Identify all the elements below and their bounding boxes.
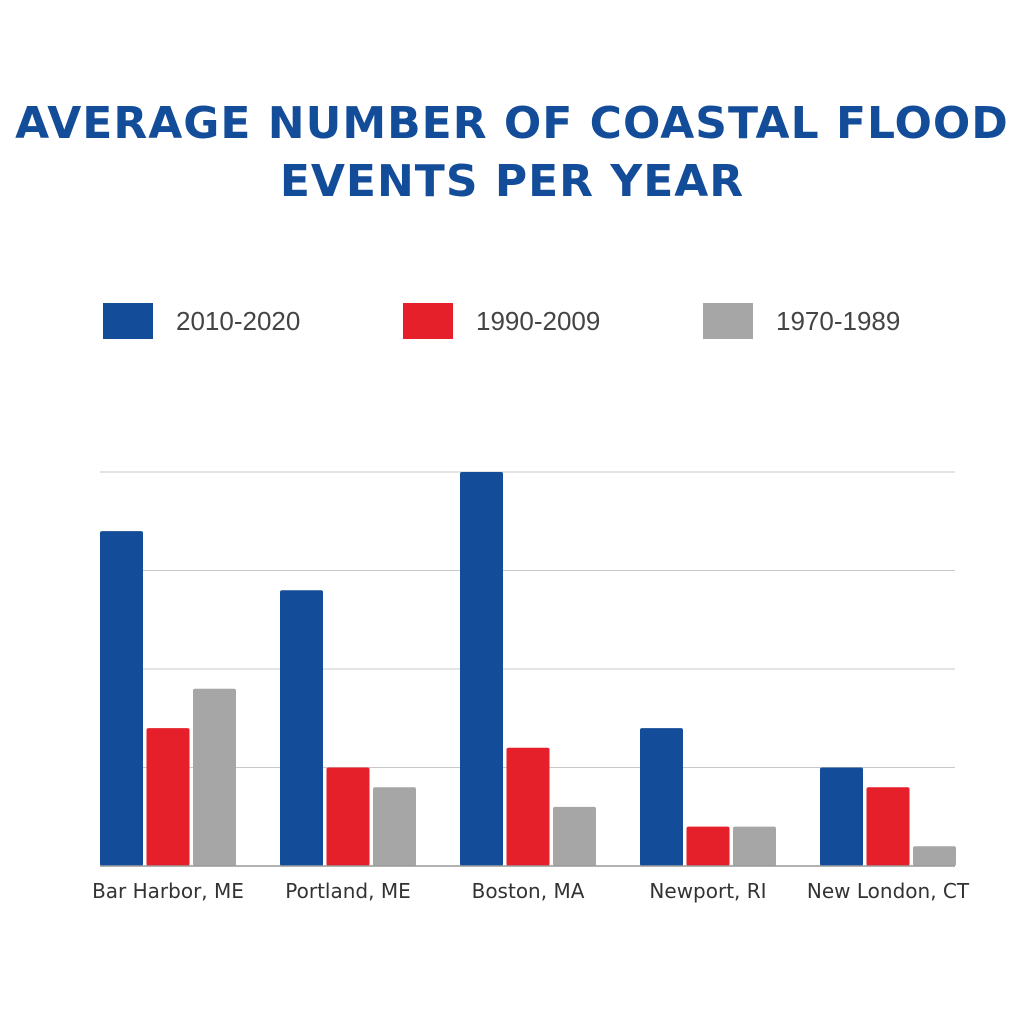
x-tick-label: Portland, ME	[285, 879, 410, 903]
bar-2010-2020	[100, 531, 143, 866]
legend-item-2: 1970-1989	[703, 303, 900, 339]
bar-1970-1989	[913, 846, 956, 866]
legend-item-1: 1990-2009	[403, 303, 600, 339]
bar-1970-1989	[373, 787, 416, 866]
bar-1990-2009	[326, 767, 370, 866]
legend-label: 1990-2009	[476, 305, 601, 336]
bar-1990-2009	[506, 747, 550, 866]
bar-1970-1989	[193, 688, 236, 866]
bar-1990-2009	[866, 787, 910, 866]
bar-1970-1989	[553, 806, 596, 866]
bar-2010-2020	[820, 767, 863, 866]
legend-swatch	[703, 303, 753, 339]
x-tick-label: Newport, RI	[649, 879, 766, 903]
legend-label: 2010-2020	[176, 305, 301, 336]
chart-title: Average Number of Coastal Flood Events P…	[15, 98, 1009, 207]
bar-1970-1989	[733, 826, 776, 866]
legend-item-0: 2010-2020	[103, 303, 300, 339]
bar-2010-2020	[640, 728, 683, 866]
x-tick-label: New London, CT	[807, 879, 970, 903]
legend-label: 1970-1989	[776, 305, 901, 336]
bar-1990-2009	[686, 826, 730, 866]
legend-swatch	[103, 303, 153, 339]
bar-1990-2009	[146, 728, 190, 866]
bar-2010-2020	[280, 590, 323, 866]
legend-swatch	[403, 303, 453, 339]
x-tick-label: Bar Harbor, ME	[92, 879, 244, 903]
bar-2010-2020	[460, 472, 503, 866]
x-tick-label: Boston, MA	[472, 879, 585, 903]
